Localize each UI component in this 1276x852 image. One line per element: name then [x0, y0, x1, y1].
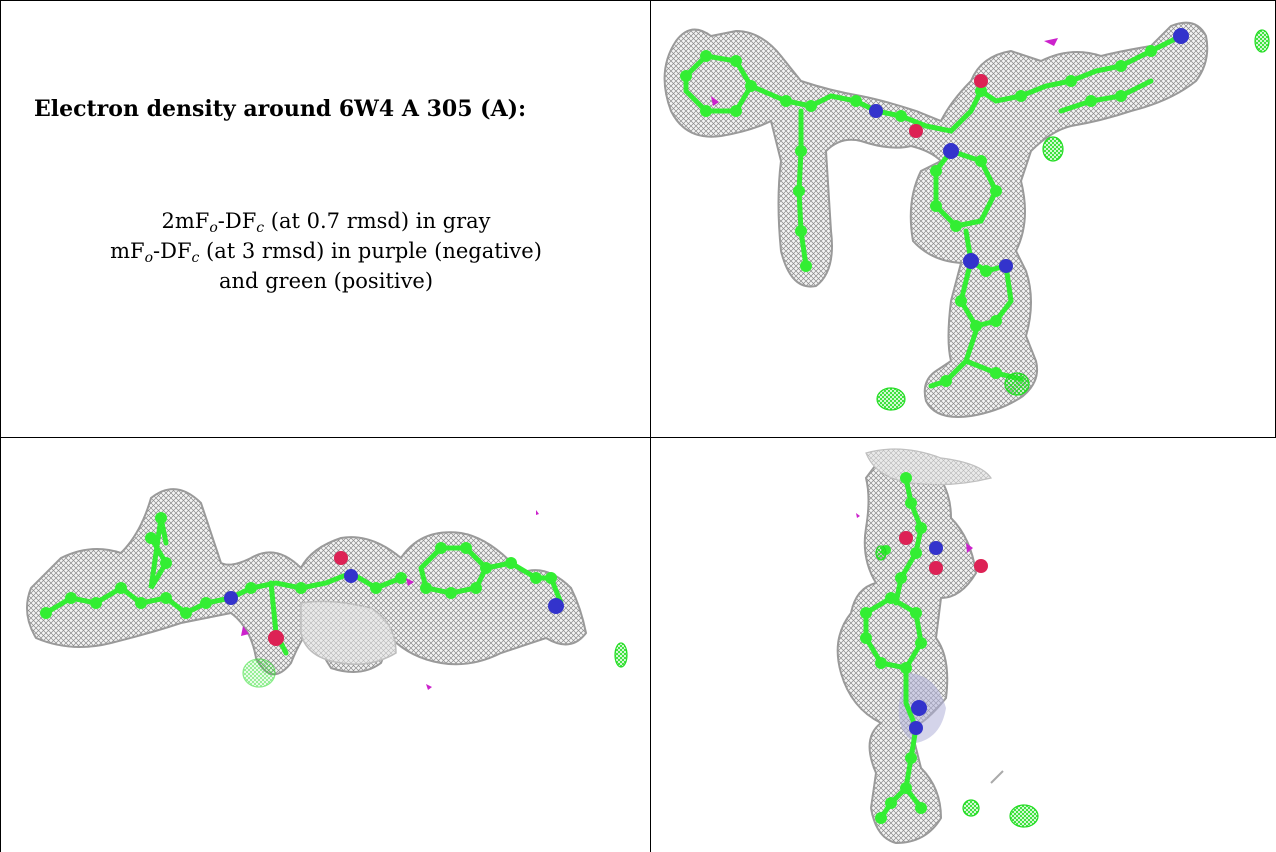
table-border-top	[0, 0, 1276, 1]
nitrogen-atoms	[224, 569, 564, 614]
oxygen-atoms	[899, 531, 988, 575]
nitrogen-atoms	[909, 541, 943, 735]
negative-difference-density	[711, 38, 1058, 106]
density-view-bottom-left	[1, 438, 650, 852]
table-divider-horizontal	[0, 437, 1276, 438]
oxygen-atoms	[268, 551, 348, 646]
caption-cell: Electron density around 6W4 A 305 (A): 2…	[1, 1, 650, 437]
positive-difference-density	[876, 29, 1270, 411]
positive-difference-density	[242, 642, 628, 688]
oxygen-atoms	[909, 74, 988, 138]
caption-line-3: and green (positive)	[218, 269, 434, 293]
positive-difference-density	[875, 545, 1039, 828]
ligand-density-image-3	[836, 448, 1039, 845]
caption-line-1: 2mFo-DFc (at 0.7 rmsd) in gray	[161, 209, 491, 236]
nitrogen-atoms	[869, 28, 1189, 273]
ligand-density-image-1	[663, 21, 1270, 418]
ligand-atoms	[40, 512, 557, 619]
density-mesh	[26, 488, 588, 676]
negative-difference-density	[241, 510, 539, 690]
caption-line-2: mFo-DFc (at 3 rmsd) in purple (negative)	[110, 239, 542, 266]
arrow-marker	[990, 770, 1004, 784]
density-view-top-right	[651, 1, 1275, 437]
ligand-atoms	[680, 45, 1157, 387]
table-border-left	[0, 0, 1, 852]
caption-description: 2mFo-DFc (at 0.7 rmsd) in gray mFo-DFc (…	[1, 206, 650, 296]
ligand-density-image-2	[26, 488, 628, 690]
negative-difference-density	[856, 513, 973, 553]
caption-title: Electron density around 6W4 A 305 (A):	[34, 96, 527, 122]
density-view-bottom-right	[651, 438, 1276, 852]
ligand-atoms	[860, 472, 927, 824]
table-divider-vertical	[650, 0, 651, 852]
